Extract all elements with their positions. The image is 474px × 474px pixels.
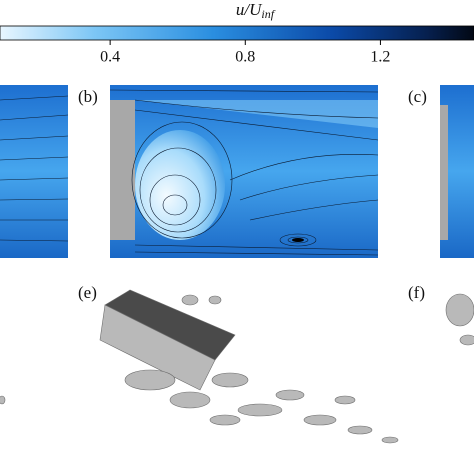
colorbar [0, 25, 474, 41]
colorbar-tick-label: 0.4 [100, 49, 120, 66]
panel-f-isosurfaces [445, 293, 474, 346]
colorbar-tick-label: 1.2 [370, 49, 390, 66]
panel-label: (e) [78, 283, 97, 302]
vortex-core [292, 238, 304, 242]
panel-label: (c) [408, 87, 427, 106]
panel-label: (f) [408, 283, 425, 302]
panel-a-image [0, 85, 68, 258]
panel-b-streamlines [109, 89, 379, 256]
panel-a-streamlines [0, 95, 69, 242]
bluff-body [440, 105, 448, 240]
colorbar-tick-label: 0.8 [235, 49, 255, 66]
colorbar-label: u/Uinf [236, 0, 276, 21]
panel-label: (b) [78, 87, 98, 106]
panel-e-isosurfaces [0, 289, 399, 444]
shear-layer [135, 100, 378, 128]
bluff-body [110, 100, 135, 240]
